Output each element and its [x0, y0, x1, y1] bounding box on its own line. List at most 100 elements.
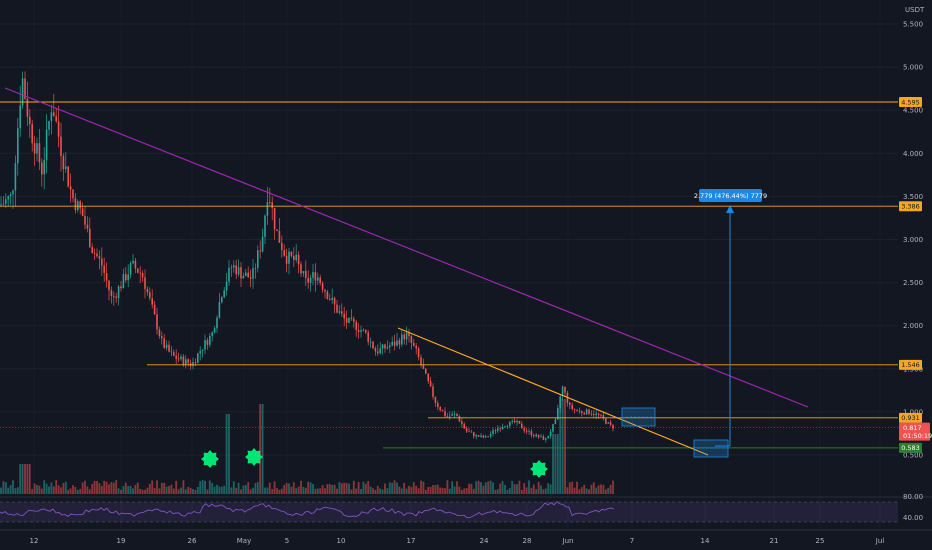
- volume-bar: [561, 399, 564, 494]
- volume-bar: [319, 488, 322, 494]
- candle-body: [595, 413, 597, 416]
- candle-body: [535, 434, 537, 437]
- candle-body: [223, 290, 225, 298]
- volume-bar: [362, 481, 365, 494]
- candle-body: [247, 272, 249, 278]
- volume-bar: [2, 481, 5, 494]
- candle-body: [345, 318, 348, 323]
- volume-bar: [580, 487, 583, 494]
- candle-body: [204, 340, 206, 350]
- time-axis: 12 19 26 May 5 10 17 24 28 Jun 7 14 21 25 Jul: [30, 537, 885, 545]
- volume-bar: [288, 483, 290, 494]
- candle-body: [69, 186, 72, 190]
- volume-bar: [609, 484, 612, 494]
- candle-body: [72, 189, 74, 199]
- candle-body: [487, 436, 489, 438]
- volume-bar: [506, 489, 509, 494]
- volume-bar: [184, 489, 187, 494]
- volume-bar: [148, 483, 151, 494]
- volume-bar: [556, 434, 559, 494]
- candle-body: [45, 129, 48, 161]
- volume-bar: [31, 489, 34, 494]
- volume-bar: [93, 480, 96, 494]
- candle-body: [473, 432, 475, 437]
- time-tick-label: 12: [30, 537, 39, 545]
- candle-body: [458, 416, 461, 422]
- time-tick-label: May: [237, 537, 251, 545]
- candle-body: [338, 311, 341, 313]
- volume-bar: [576, 481, 578, 494]
- candle-body: [449, 415, 451, 417]
- candle-body: [48, 121, 50, 130]
- candle-body: [187, 359, 189, 364]
- price-tick-label: 5.000: [903, 64, 923, 72]
- volume-bar: [108, 484, 110, 494]
- candle-body: [240, 267, 242, 279]
- volume-bar: [312, 484, 314, 494]
- volume-bar: [208, 480, 211, 494]
- candle-body: [405, 332, 408, 340]
- candle-body: [329, 298, 331, 300]
- volume-bar: [24, 464, 26, 494]
- volume-bar: [369, 486, 372, 494]
- time-tick-label: 19: [117, 537, 126, 545]
- volume-bar: [225, 414, 228, 494]
- candle-body: [403, 334, 405, 340]
- candle-body: [355, 321, 357, 331]
- volume-bar: [552, 434, 554, 494]
- volume-bar: [528, 480, 530, 494]
- candle-body: [108, 280, 110, 291]
- volume-bar: [194, 489, 197, 494]
- volume-bar: [218, 486, 221, 494]
- volume-bar: [381, 489, 384, 494]
- candle-body: [249, 277, 252, 279]
- resistance-trendline: [4, 87, 809, 408]
- candle-body: [213, 328, 216, 333]
- volume-bar: [48, 486, 50, 494]
- candle-body: [408, 332, 410, 337]
- volume-bar: [12, 480, 14, 494]
- volume-bar: [213, 486, 216, 494]
- volume-bar: [427, 487, 430, 494]
- volume-bar: [453, 486, 456, 494]
- candle-body: [24, 78, 26, 99]
- candle-body: [201, 349, 204, 351]
- price-tick-label: 2.000: [903, 322, 923, 330]
- volume-bar: [72, 485, 74, 494]
- volume-bar: [52, 486, 55, 494]
- volume-bar: [516, 484, 518, 494]
- volume-bar: [439, 487, 442, 494]
- volume-bar: [160, 482, 163, 494]
- candle-body: [269, 202, 271, 203]
- volume-bar: [499, 483, 502, 494]
- candle-body: [343, 313, 345, 319]
- candle-body: [77, 201, 79, 210]
- volume-bar: [513, 484, 516, 494]
- candle-body: [307, 277, 309, 283]
- candle-body: [113, 295, 115, 297]
- volume-bar: [477, 480, 480, 494]
- candle-body: [185, 359, 187, 365]
- candle-body: [537, 434, 540, 438]
- volume-bar: [127, 486, 130, 494]
- candle-body: [578, 410, 581, 412]
- volume-bar: [458, 486, 461, 494]
- candle-body: [285, 255, 288, 264]
- volume-bar: [285, 483, 288, 494]
- candle-body: [115, 296, 117, 299]
- volume-bar: [228, 414, 230, 494]
- volume-bar: [180, 487, 182, 494]
- candle-body: [602, 414, 605, 419]
- candle-body: [259, 250, 261, 252]
- volume-bar: [124, 482, 127, 494]
- volume-bar: [79, 488, 82, 494]
- candle-body: [369, 341, 372, 343]
- volume-bar: [151, 480, 154, 494]
- volume-bar: [484, 482, 487, 494]
- candle-body: [266, 202, 269, 216]
- volume-bar: [549, 484, 552, 494]
- candle-body: [523, 428, 525, 431]
- candle-body: [391, 341, 393, 346]
- volume-bar: [364, 483, 367, 494]
